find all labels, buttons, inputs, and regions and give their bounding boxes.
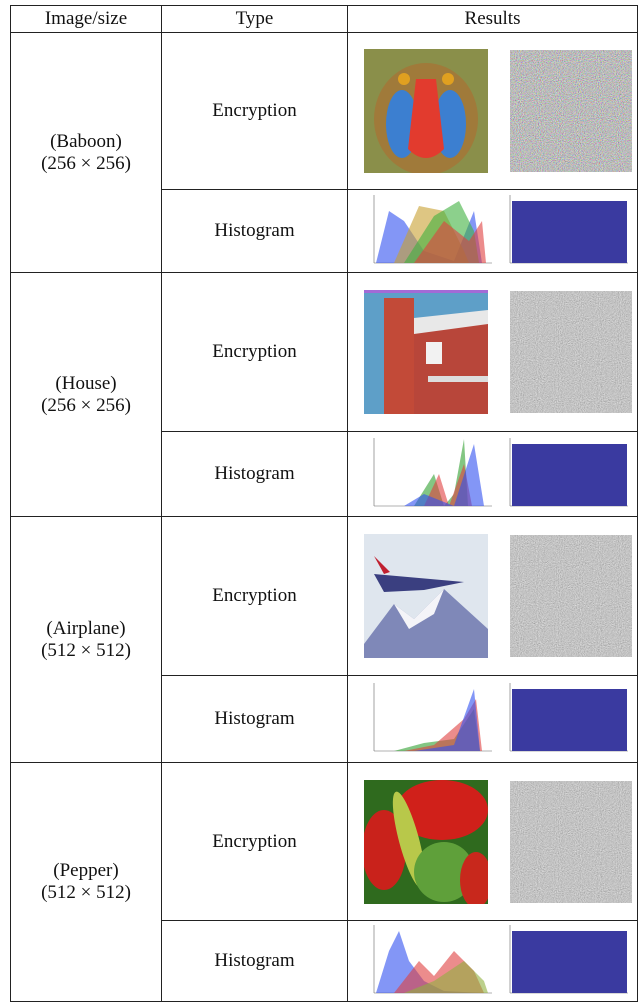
- original-image: [364, 49, 488, 173]
- image-shape: [408, 79, 444, 158]
- image-size: (256 × 256): [41, 394, 131, 416]
- image-shape: [442, 73, 454, 85]
- image-name: (Baboon): [50, 130, 122, 152]
- type-cell: Encryption: [161, 762, 348, 921]
- image-cell: (Airplane) (512 × 512): [10, 516, 162, 763]
- table-row: Histogram: [11, 675, 638, 763]
- original-histogram: [364, 191, 496, 271]
- original-histogram: [364, 921, 496, 1001]
- header-cell: Results: [347, 5, 638, 33]
- image-shape: [396, 779, 488, 840]
- type-cell: Histogram: [161, 189, 348, 273]
- image-shape: [428, 376, 488, 382]
- result-cell: [347, 431, 638, 517]
- image-cell: (Baboon) (256 × 256): [10, 32, 162, 273]
- table-row: (Pepper) (512 × 512) Encryption: [10, 762, 638, 1002]
- table-row: (House) (256 × 256) Encryption: [10, 272, 638, 517]
- original-histogram: [364, 679, 496, 759]
- image-shape: [364, 290, 488, 293]
- image-cell: (Pepper) (512 × 512): [10, 762, 162, 1002]
- encrypted-image: [510, 50, 632, 172]
- result-cell: [347, 920, 638, 1002]
- image-size: (512 × 512): [41, 882, 131, 903]
- hist-fill: [404, 961, 488, 993]
- hist-fill: [512, 444, 627, 506]
- image-shape: [374, 556, 390, 574]
- type-cell: Histogram: [161, 675, 348, 763]
- image-shape: [460, 851, 488, 904]
- noise: [510, 535, 632, 657]
- encrypted-image: [510, 535, 632, 657]
- result-cell: [347, 32, 638, 190]
- original-image: [364, 779, 488, 904]
- type-cell: Encryption: [161, 272, 348, 432]
- results-table: Image/size Type Results (Baboon) (256 × 256…: [10, 5, 638, 1002]
- table-row: (Baboon) (256 × 256) Encryption: [10, 32, 638, 273]
- hist-fill: [414, 689, 480, 751]
- header-cell: Image/size: [10, 5, 162, 33]
- header-row: Image/size Type Results: [10, 5, 638, 33]
- encrypted-histogram: [500, 921, 632, 1001]
- hist-fill: [512, 689, 627, 751]
- image-shape: [374, 574, 464, 592]
- image-shape: [364, 589, 488, 658]
- table-body: (Baboon) (256 × 256) Encryption Histogram (H…: [10, 32, 638, 1002]
- type-cell: Encryption: [161, 516, 348, 676]
- table-row: Histogram: [11, 431, 638, 517]
- image-shape: [364, 809, 406, 890]
- hist-fill: [404, 444, 484, 506]
- image-name: (Airplane): [46, 617, 126, 639]
- image-shape: [384, 298, 414, 414]
- hist-fill: [512, 201, 627, 263]
- result-cell: [347, 189, 638, 273]
- noise: [510, 291, 632, 413]
- image-size: (512 × 512): [41, 639, 131, 661]
- image-shape: [414, 316, 488, 414]
- original-image: [364, 290, 488, 414]
- hist-fill: [414, 439, 468, 506]
- image-shape: [398, 73, 410, 85]
- hist-fill: [414, 221, 486, 263]
- result-cell: [347, 516, 638, 676]
- table-row: Histogram: [11, 189, 638, 273]
- noise: [510, 50, 632, 172]
- hist-fill: [376, 931, 484, 993]
- hist-fill: [512, 931, 627, 993]
- type-cell: Histogram: [161, 431, 348, 517]
- image-shape: [414, 310, 488, 334]
- noise: [510, 780, 632, 903]
- original-histogram: [364, 434, 496, 514]
- result-cell: [347, 762, 638, 921]
- table-row: Histogram: [11, 920, 638, 1002]
- result-cell: [347, 675, 638, 763]
- image-shape: [394, 589, 444, 629]
- type-cell: Histogram: [161, 920, 348, 1002]
- encrypted-image: [510, 291, 632, 413]
- result-cell: [347, 272, 638, 432]
- image-name: (House): [55, 372, 117, 394]
- image-cell: (House) (256 × 256): [10, 272, 162, 517]
- original-image: [364, 534, 488, 658]
- image-size: (256 × 256): [41, 152, 131, 174]
- encrypted-image: [510, 780, 632, 903]
- table-row: (Airplane) (512 × 512) Encryption: [10, 516, 638, 763]
- header-cell: Type: [161, 5, 348, 33]
- image-shape: [426, 342, 442, 364]
- image-name: (Pepper): [53, 860, 119, 881]
- encrypted-histogram: [500, 191, 632, 271]
- image-shape: [414, 841, 474, 902]
- encrypted-histogram: [500, 434, 632, 514]
- type-cell: Encryption: [161, 32, 348, 190]
- encrypted-histogram: [500, 679, 632, 759]
